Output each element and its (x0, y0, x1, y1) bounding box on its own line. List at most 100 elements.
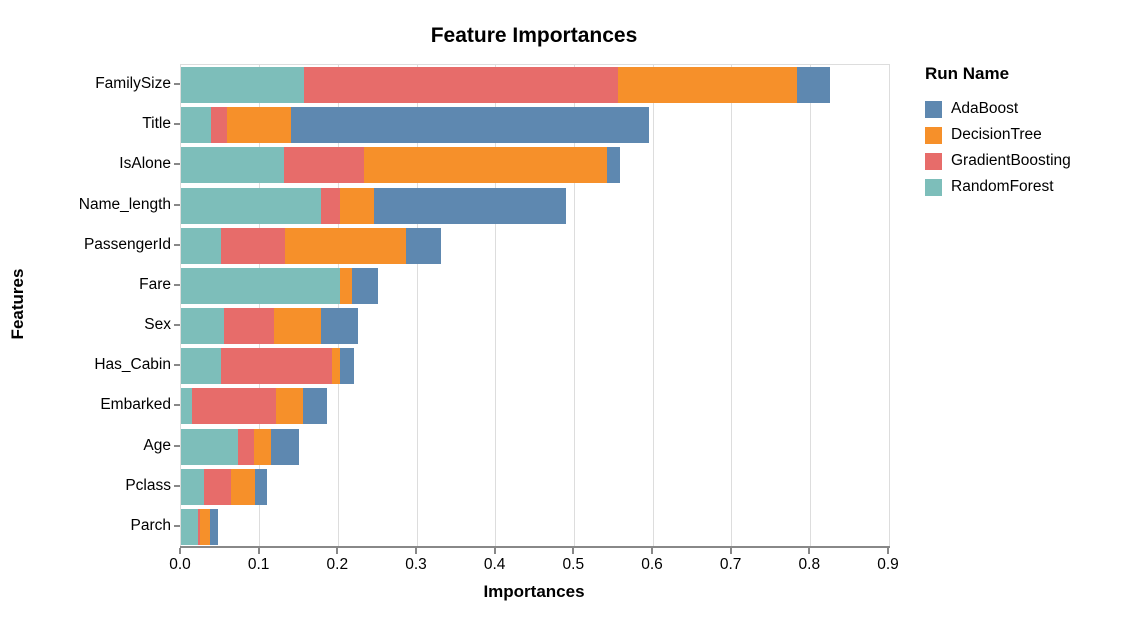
legend-label: GradientBoosting (951, 152, 1071, 169)
x-tick-mark (493, 548, 496, 554)
x-tick-label: 0.4 (483, 556, 506, 573)
y-tick-mark (174, 404, 180, 407)
y-tick-label: Name_length (78, 195, 171, 213)
bar-segment (181, 308, 225, 345)
bar-segment (332, 348, 340, 385)
legend-swatch-icon (925, 100, 942, 118)
bar-segment (221, 348, 333, 385)
legend-swatch-icon (925, 178, 942, 196)
bar-segment (284, 227, 406, 264)
bar-segment (181, 388, 192, 425)
bar-segment (198, 508, 200, 545)
gridline (259, 65, 261, 547)
y-tick-mark (174, 123, 180, 126)
bar-segment (181, 147, 285, 184)
y-tick-label: Has_Cabin (94, 356, 171, 374)
legend-swatch-icon (925, 126, 942, 144)
legend-entry: RandomForest (925, 174, 1071, 200)
x-tick-label: 0.1 (247, 556, 270, 573)
legend-label: RandomForest (951, 178, 1054, 195)
y-tick-label: Parch (130, 516, 172, 534)
plot-area (180, 64, 890, 548)
bar-segment (796, 67, 830, 104)
x-axis-title: Importances (483, 582, 585, 601)
y-tick-mark (174, 283, 180, 286)
bar-segment (339, 267, 353, 304)
x-tick-mark (887, 548, 889, 554)
x-tick-label: 0.3 (405, 556, 427, 573)
bar-segment (210, 107, 227, 144)
legend-entry: GradientBoosting (925, 148, 1071, 174)
y-tick-label: FamilySize (95, 75, 171, 93)
bar-segment (237, 428, 255, 465)
gridline (888, 65, 890, 547)
gridline (495, 65, 497, 547)
bar-segment (302, 388, 327, 425)
y-tick-label: Fare (139, 275, 171, 293)
bar-segment (321, 308, 358, 345)
legend-entry: DecisionTree (925, 122, 1071, 148)
x-tick-mark (336, 548, 339, 554)
y-tick-mark (174, 444, 180, 447)
bar-segment (210, 508, 218, 545)
bar-segment (405, 227, 441, 264)
bar-segment (181, 348, 222, 385)
bar-segment (231, 468, 255, 505)
y-tick-label: Embarked (100, 396, 171, 414)
y-tick-label: Pclass (125, 476, 171, 494)
bar-segment (363, 147, 608, 184)
y-tick-mark (174, 243, 180, 246)
legend-swatch-icon (925, 152, 942, 170)
bar-segment (181, 187, 322, 224)
bar-segment (226, 107, 292, 144)
legend-label: DecisionTree (951, 126, 1042, 143)
x-tick-mark (572, 548, 575, 554)
y-tick-label: Title (142, 115, 171, 133)
y-tick-mark (174, 163, 180, 166)
bar-segment (181, 267, 340, 304)
gridline (573, 65, 575, 547)
bar-segment (254, 428, 271, 465)
bar-segment (254, 468, 267, 505)
x-tick-mark (729, 548, 732, 554)
bar-segment (270, 428, 299, 465)
y-tick-mark (174, 524, 180, 527)
legend-title: Run Name (925, 64, 1010, 83)
y-tick-mark (174, 484, 180, 487)
y-tick-label: Age (143, 436, 171, 454)
x-tick-mark (179, 548, 181, 554)
legend-label: AdaBoost (951, 100, 1019, 117)
x-tick-mark (651, 548, 653, 554)
gridline (731, 65, 733, 547)
bar-segment (618, 67, 797, 104)
y-tick-mark (174, 83, 180, 86)
bar-segment (321, 187, 340, 224)
x-tick-label: 0.2 (326, 556, 349, 573)
bar-segment (221, 227, 285, 264)
x-tick-label: 0.7 (719, 556, 742, 573)
bar-segment (199, 508, 211, 545)
bar-segment (303, 67, 619, 104)
bar-segment (373, 187, 567, 224)
bar-segment (181, 227, 222, 264)
bar-segment (352, 267, 379, 304)
x-tick-mark (415, 548, 417, 554)
gridline (337, 65, 339, 547)
bar-segment (284, 147, 364, 184)
bar-segment (181, 508, 199, 545)
y-tick-mark (174, 324, 180, 327)
legend-entries: AdaBoost DecisionTree GradientBoosting Rand… (925, 96, 1071, 200)
bar-segment (192, 388, 277, 425)
gridline (416, 65, 418, 547)
bar-segment (607, 147, 620, 184)
x-tick-label: 0.6 (641, 556, 663, 573)
bar-segment (181, 428, 238, 465)
x-tick-mark (257, 548, 260, 554)
bar-segment (291, 107, 650, 144)
y-tick-label: IsAlone (119, 155, 171, 173)
x-tick-label: 0.0 (169, 556, 191, 573)
x-tick-label: 0.5 (562, 556, 585, 573)
y-tick-mark (174, 203, 180, 206)
chart-title: Feature Importances (430, 24, 638, 47)
